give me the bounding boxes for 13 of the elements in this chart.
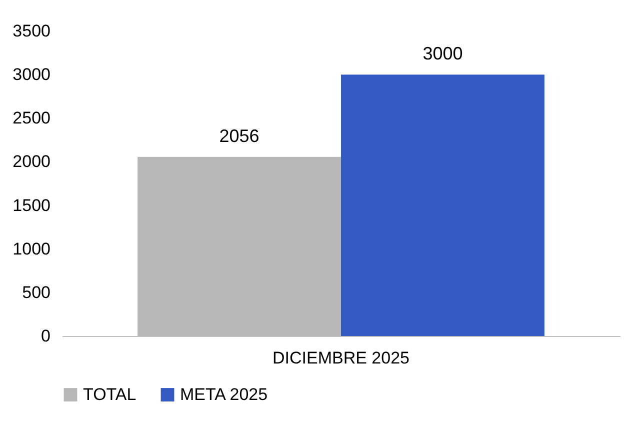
y-tick-label: 2500 <box>12 108 50 128</box>
y-tick-label: 3000 <box>12 65 50 84</box>
data-label: 2056 <box>219 126 260 146</box>
legend-label: META 2025 <box>180 384 268 404</box>
y-tick-label: 2000 <box>12 152 50 172</box>
legend-label: TOTAL <box>83 384 136 404</box>
y-tick-label: 3500 <box>12 22 50 40</box>
y-tick-label: 500 <box>22 282 50 302</box>
y-tick-label: 1000 <box>12 239 50 258</box>
y-tick-label: 1500 <box>12 196 50 215</box>
y-tick-label: 0 <box>41 326 50 346</box>
x-tick-label: DICIEMBRE 2025 <box>272 348 410 368</box>
data-label: 3000 <box>422 44 463 64</box>
